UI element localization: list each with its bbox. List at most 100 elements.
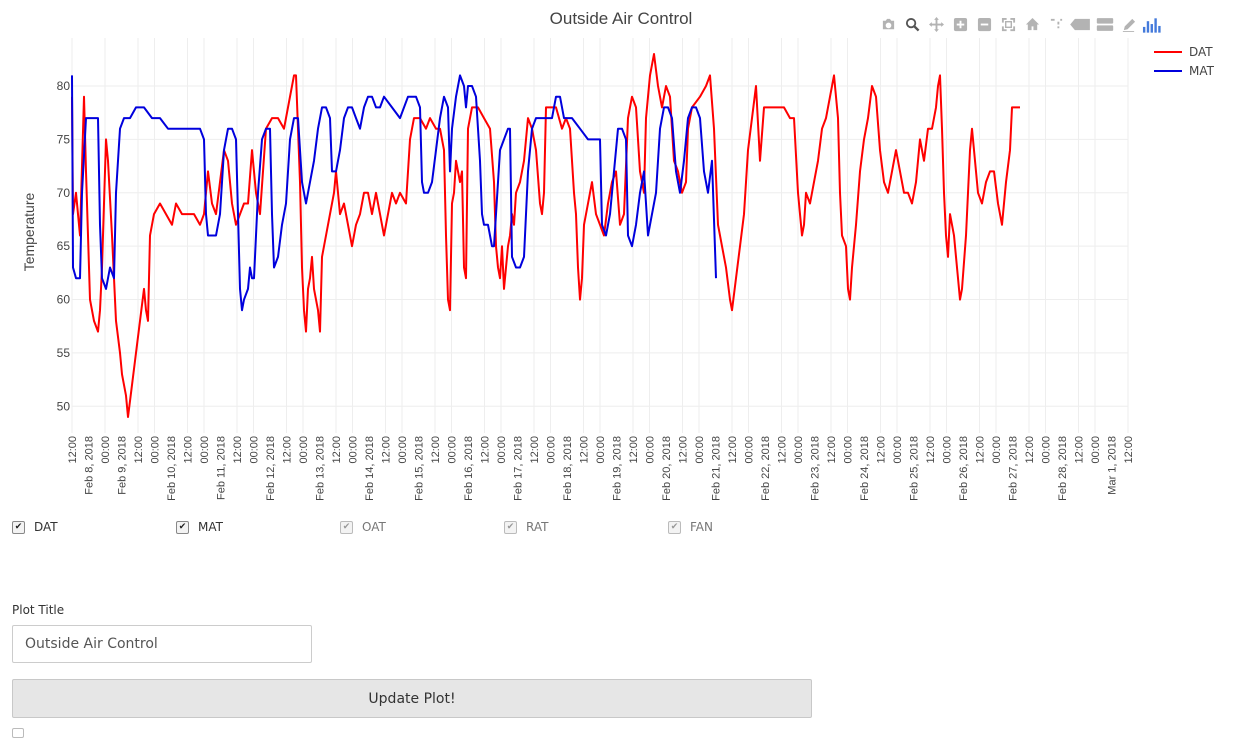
- plot-title-input[interactable]: [12, 625, 312, 663]
- x-tick-label: 00:00: [1090, 436, 1102, 464]
- x-tick-label: Feb 11, 2018: [216, 436, 228, 500]
- camera-icon[interactable]: [878, 14, 899, 35]
- x-tick-label: 00:00: [100, 436, 112, 464]
- x-tick-label: 00:00: [397, 436, 409, 464]
- legend-swatch-mat: [1154, 69, 1182, 72]
- x-tick-label: Feb 28, 2018: [1057, 436, 1069, 501]
- x-tick-label: 00:00: [447, 436, 459, 464]
- x-tick-label: 00:00: [991, 436, 1003, 464]
- x-tick-label: Feb 21, 2018: [711, 436, 723, 501]
- x-tick-label: Feb 20, 2018: [661, 436, 673, 501]
- x-tick-label: 12:00: [925, 436, 937, 464]
- x-tick-label: 12:00: [529, 436, 541, 464]
- x-tick-label: Feb 23, 2018: [810, 436, 822, 501]
- zoom-out-icon[interactable]: [974, 14, 995, 35]
- modebar-toolbar: [878, 14, 1163, 35]
- hover-compare-icon[interactable]: [1094, 14, 1115, 35]
- x-tick-label: 00:00: [793, 436, 805, 464]
- x-tick-label: 12:00: [133, 436, 145, 464]
- checkbox-mat[interactable]: ✔ MAT: [176, 520, 223, 534]
- x-tick-label: Feb 26, 2018: [958, 436, 970, 501]
- x-tick-label: 00:00: [546, 436, 558, 464]
- series-line-mat[interactable]: [71, 74, 717, 312]
- x-tick-label: 00:00: [843, 436, 855, 464]
- x-tick-label: Feb 16, 2018: [463, 436, 475, 501]
- checkbox-rat-label: RAT: [526, 520, 549, 534]
- x-tick-label: Mar 1, 2018: [1107, 436, 1119, 495]
- y-tick-label: 75: [57, 132, 71, 146]
- checkbox-dat[interactable]: ✔ DAT: [12, 520, 58, 534]
- x-tick-label: 00:00: [298, 436, 310, 464]
- y-axis-ticks: 50 55 60 65 70 75 80: [57, 79, 71, 413]
- checkbox-mat-box[interactable]: ✔: [176, 520, 189, 534]
- x-tick-label: 00:00: [496, 436, 508, 464]
- x-tick-label: 12:00: [579, 436, 591, 464]
- x-tick-label: Feb 9, 2018: [117, 436, 129, 495]
- x-tick-label: Feb 15, 2018: [414, 436, 426, 501]
- reset-axes-icon[interactable]: [1022, 14, 1043, 35]
- y-axis-label: Temperature: [21, 192, 37, 271]
- checkbox-fan-label: FAN: [690, 520, 713, 534]
- x-tick-label: 12:00: [628, 436, 640, 464]
- grid-lines: [71, 38, 1129, 433]
- x-tick-label: 00:00: [744, 436, 756, 464]
- partial-checkbox[interactable]: [12, 728, 24, 738]
- chart-legend[interactable]: DAT MAT: [1154, 42, 1214, 80]
- x-tick-label: 00:00: [249, 436, 261, 464]
- checkbox-dat-box[interactable]: ✔: [12, 520, 25, 534]
- x-tick-label: 12:00: [232, 436, 244, 464]
- plot-title-label: Plot Title: [12, 603, 65, 617]
- legend-label-mat: MAT: [1189, 63, 1214, 78]
- x-tick-label: Feb 12, 2018: [265, 436, 277, 501]
- plotly-logo-icon[interactable]: [1142, 14, 1163, 35]
- x-tick-label: 12:00: [282, 436, 294, 464]
- zoom-icon[interactable]: [902, 14, 923, 35]
- x-tick-label: 12:00: [975, 436, 987, 464]
- x-tick-label: Feb 22, 2018: [760, 436, 772, 501]
- y-tick-label: 50: [57, 399, 71, 413]
- legend-label-dat: DAT: [1189, 44, 1213, 59]
- x-tick-label: Feb 13, 2018: [315, 436, 327, 501]
- checkbox-rat: ✔ RAT: [504, 520, 548, 534]
- checkbox-dat-label: DAT: [34, 520, 58, 534]
- legend-item-mat[interactable]: MAT: [1154, 61, 1214, 80]
- x-tick-label: 00:00: [199, 436, 211, 464]
- y-tick-label: 55: [57, 346, 71, 360]
- x-tick-label: 12:00: [430, 436, 442, 464]
- x-tick-label: 00:00: [892, 436, 904, 464]
- legend-item-dat[interactable]: DAT: [1154, 42, 1214, 61]
- checkbox-rat-box: ✔: [504, 520, 517, 534]
- chart-svg[interactable]: Outside Air Control Temperature 50 55 60 65…: [0, 0, 1243, 510]
- pan-icon[interactable]: [926, 14, 947, 35]
- plot-series[interactable]: [71, 53, 1020, 418]
- x-tick-label: Feb 18, 2018: [562, 436, 574, 501]
- x-tick-label: 12:00: [727, 436, 739, 464]
- y-tick-label: 80: [57, 79, 71, 93]
- edit-icon[interactable]: [1118, 14, 1139, 35]
- x-tick-label: 12:00: [331, 436, 343, 464]
- x-tick-label: 00:00: [150, 436, 162, 464]
- legend-swatch-dat: [1154, 50, 1182, 53]
- hover-closest-icon[interactable]: [1070, 14, 1091, 35]
- chart-area[interactable]: Outside Air Control Temperature 50 55 60 65…: [0, 0, 1243, 510]
- x-tick-label: Feb 27, 2018: [1008, 436, 1020, 501]
- x-tick-label: 00:00: [1041, 436, 1053, 464]
- x-tick-label: 12:00: [1074, 436, 1086, 464]
- chart-title: Outside Air Control: [550, 9, 693, 28]
- zoom-in-icon[interactable]: [950, 14, 971, 35]
- y-tick-label: 60: [57, 293, 71, 307]
- x-axis-ticks: 12:00 Feb 8, 2018 00:00 Feb 9, 2018 12:00 00:…: [67, 436, 1135, 501]
- checkbox-fan: ✔ FAN: [668, 520, 713, 534]
- x-tick-label: 12:00: [67, 436, 79, 464]
- update-plot-button[interactable]: Update Plot!: [12, 679, 812, 718]
- x-tick-label: 12:00: [777, 436, 789, 464]
- checkbox-mat-label: MAT: [198, 520, 223, 534]
- x-tick-label: 00:00: [348, 436, 360, 464]
- x-tick-label: 12:00: [480, 436, 492, 464]
- x-tick-label: Feb 25, 2018: [909, 436, 921, 501]
- x-tick-label: 12:00: [826, 436, 838, 464]
- autoscale-icon[interactable]: [998, 14, 1019, 35]
- x-tick-label: 12:00: [381, 436, 393, 464]
- spike-lines-icon[interactable]: [1046, 14, 1067, 35]
- series-checkbox-row: ✔ DAT ✔ MAT ✔ OAT ✔ RAT ✔ FAN: [12, 520, 812, 540]
